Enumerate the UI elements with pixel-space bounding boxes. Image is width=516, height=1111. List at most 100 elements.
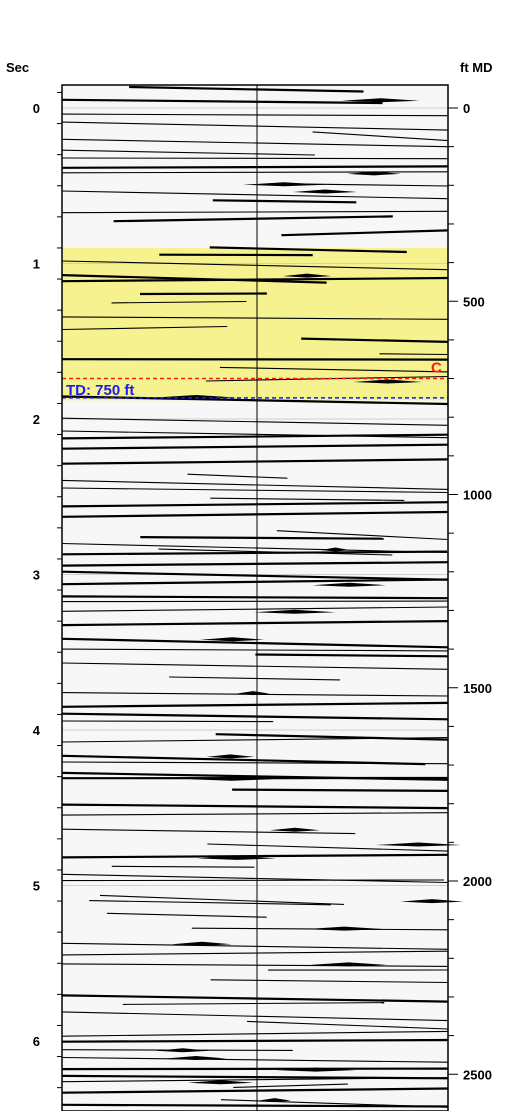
- reflector-wedge: [200, 637, 265, 642]
- reflector-line: [61, 873, 449, 884]
- left-tick-label: 3: [33, 568, 40, 583]
- reflector-line: [276, 530, 449, 541]
- reflector-wedge: [341, 98, 420, 103]
- highlight-interval: [62, 247, 448, 401]
- reflector-line: [207, 843, 449, 852]
- reflector-line: [61, 1011, 449, 1022]
- reflector-line: [61, 637, 449, 649]
- reflector-line: [129, 85, 364, 93]
- reflector-line: [61, 443, 449, 450]
- reflector-line: [61, 737, 449, 743]
- reflector-line: [209, 246, 407, 254]
- right-tick-label: 1500: [463, 681, 492, 696]
- reflector-line: [61, 165, 449, 169]
- right-tick-label: 2000: [463, 874, 492, 889]
- reflector-line: [61, 1038, 449, 1043]
- reflector-line: [301, 337, 449, 343]
- reflector-wedge: [171, 941, 232, 946]
- reflector-line: [61, 157, 449, 160]
- reflector-wedge: [310, 962, 387, 967]
- reflector-line: [379, 353, 449, 356]
- reflector-wedge: [347, 171, 401, 176]
- reflector-wedge: [254, 609, 336, 614]
- reflector-line: [61, 853, 449, 859]
- reflector-line: [61, 606, 449, 612]
- reflector-line: [61, 648, 449, 652]
- reflector-wedge: [258, 1098, 291, 1103]
- reflector-line: [61, 701, 449, 708]
- reflector-line: [61, 479, 449, 490]
- left-tick-label: 5: [33, 879, 40, 894]
- reflector-line: [61, 595, 449, 600]
- right-axis: 0 500 1000 1500 2000 2500: [448, 101, 492, 1082]
- reflector-line: [61, 510, 449, 518]
- left-tick-label: 6: [33, 1034, 40, 1049]
- reflector-line: [61, 561, 449, 567]
- reflector-line: [61, 812, 449, 816]
- reflector-wedge: [165, 1056, 227, 1061]
- left-axis-label: Sec: [6, 60, 29, 75]
- reflector-line: [61, 316, 449, 320]
- reflector-line: [140, 535, 384, 540]
- reflector-lines: [61, 85, 464, 1108]
- reflector-line: [61, 138, 449, 148]
- reflector-line: [61, 433, 449, 440]
- reflector-line: [61, 487, 449, 494]
- reflector-line: [122, 1002, 385, 1005]
- right-tick-label: 500: [463, 294, 485, 309]
- reflector-line: [61, 963, 449, 967]
- reflector-line: [215, 733, 449, 741]
- reflector-line: [61, 171, 449, 174]
- reflector-line: [232, 788, 449, 793]
- reflector-wedge: [293, 189, 358, 194]
- reflector-line: [61, 942, 449, 950]
- reflector-line: [169, 676, 341, 681]
- reflector-wedge: [236, 691, 270, 696]
- reflector-line: [61, 803, 449, 810]
- reflector-wedge: [155, 1048, 210, 1053]
- reflector-line: [61, 720, 274, 723]
- reflector-line: [233, 1083, 348, 1088]
- reflector-line: [61, 260, 449, 271]
- left-tick-label: 2: [33, 412, 40, 427]
- reflector-line: [99, 894, 344, 905]
- reflector-line: [61, 1077, 449, 1083]
- reflector-wedge: [187, 1080, 254, 1085]
- reflector-line: [61, 190, 449, 200]
- reflector-line: [61, 994, 449, 1003]
- reflector-wedge: [276, 1067, 355, 1072]
- reflector-line: [61, 550, 448, 556]
- right-tick-label: 0: [463, 101, 470, 116]
- marker-label: TD: 750 ft: [66, 382, 134, 399]
- reflector-line: [61, 620, 449, 627]
- reflector-line: [61, 210, 449, 214]
- right-tick-label: 1000: [463, 488, 492, 503]
- reflector-line: [139, 292, 267, 296]
- reflector-line: [61, 1067, 449, 1071]
- plot-frame: [61, 84, 449, 1111]
- reflector-line: [89, 900, 331, 906]
- reflector-line: [61, 417, 449, 426]
- reflector-wedge: [312, 582, 387, 587]
- reflector-line: [247, 1020, 449, 1030]
- reflector-wedge: [353, 379, 423, 384]
- reflector-wedge: [269, 827, 320, 832]
- reflector-wedge: [243, 182, 326, 187]
- reflector-line: [61, 430, 449, 439]
- reflector-line: [205, 375, 449, 382]
- reflector-line: [187, 473, 288, 479]
- reflector-line: [210, 497, 405, 501]
- reflector-line: [61, 712, 449, 721]
- reflector-line: [212, 199, 357, 204]
- reflector-line: [61, 121, 449, 131]
- reflector-wedge: [282, 273, 332, 278]
- reflector-line: [61, 828, 356, 835]
- right-tick-label: 2500: [463, 1067, 492, 1082]
- depth-markers: TD: 750 ft C: [62, 360, 448, 399]
- reflector-line: [111, 865, 255, 868]
- reflector-wedge: [375, 842, 461, 847]
- reflector-line: [61, 501, 449, 508]
- reflector-line: [255, 653, 449, 658]
- reflector-line: [61, 149, 315, 156]
- reflector-line: [61, 879, 445, 882]
